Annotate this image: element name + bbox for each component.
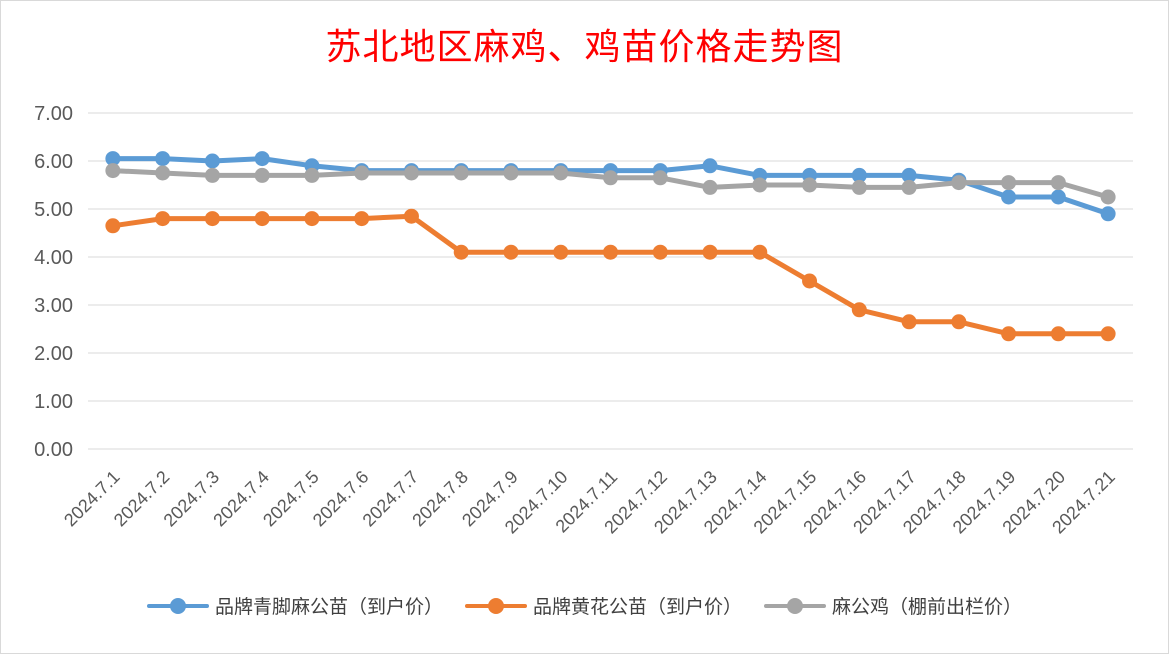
data-point	[752, 177, 768, 193]
data-point	[652, 170, 668, 186]
data-point	[652, 244, 668, 260]
data-point	[1100, 206, 1116, 222]
legend: 品牌青脚麻公苗（到户价） 品牌黄花公苗（到户价） 麻公鸡（棚前出栏价）	[0, 592, 1169, 619]
data-point	[155, 151, 171, 167]
legend-label: 品牌青脚麻公苗（到户价）	[214, 596, 443, 618]
data-point	[403, 208, 419, 224]
data-point	[453, 244, 469, 260]
legend-item-qingjiao[interactable]: 品牌青脚麻公苗（到户价）	[146, 592, 443, 619]
data-point	[155, 211, 171, 227]
y-tick-label: 0.00	[34, 439, 73, 461]
data-point	[901, 179, 917, 195]
data-point	[204, 211, 220, 227]
data-point	[702, 179, 718, 195]
data-point	[901, 314, 917, 330]
data-point	[951, 314, 967, 330]
data-point	[851, 302, 867, 318]
data-point	[204, 153, 220, 169]
data-point	[603, 244, 618, 260]
legend-item-magongji[interactable]: 麻公鸡（棚前出栏价）	[764, 592, 1022, 619]
data-point	[1001, 175, 1017, 191]
y-tick-label: 5.00	[34, 199, 73, 221]
data-point	[802, 273, 818, 289]
data-point	[1100, 326, 1116, 342]
data-point	[1050, 175, 1066, 191]
series-1	[105, 208, 1116, 342]
legend-label: 麻公鸡（棚前出栏价）	[832, 596, 1023, 618]
y-tick-label: 4.00	[34, 247, 73, 269]
series-layer	[105, 151, 1116, 342]
data-point	[304, 211, 320, 227]
data-point	[155, 165, 171, 181]
y-tick-label: 3.00	[34, 295, 73, 317]
data-point	[1050, 189, 1066, 205]
data-point	[702, 244, 718, 260]
series-2	[105, 163, 1116, 205]
data-point	[503, 165, 519, 181]
legend-item-huanghua[interactable]: 品牌黄花公苗（到户价）	[464, 592, 742, 619]
y-tick-label: 6.00	[34, 151, 73, 173]
data-point	[802, 177, 818, 193]
data-point	[851, 167, 867, 183]
data-point	[1001, 326, 1017, 342]
data-point	[105, 163, 121, 179]
data-point	[553, 244, 569, 260]
data-point	[453, 165, 469, 181]
data-point	[304, 167, 320, 183]
data-point	[603, 170, 618, 186]
data-point	[254, 151, 270, 167]
data-point	[354, 211, 370, 227]
data-point	[901, 167, 917, 183]
legend-swatch-blue	[146, 596, 209, 616]
data-point	[1001, 189, 1017, 205]
y-tick-label: 7.00	[34, 103, 73, 125]
data-point	[1100, 189, 1116, 205]
data-point	[254, 211, 270, 227]
y-tick-label: 2.00	[34, 343, 73, 365]
data-point	[1050, 326, 1066, 342]
data-point	[553, 165, 569, 181]
data-point	[752, 244, 768, 260]
data-point	[503, 244, 519, 260]
legend-label: 品牌黄花公苗（到户价）	[532, 596, 742, 618]
y-tick-label: 1.00	[34, 391, 73, 413]
data-point	[204, 167, 220, 183]
data-point	[951, 175, 967, 191]
data-point	[403, 165, 419, 181]
legend-swatch-gray	[764, 596, 826, 616]
data-point	[354, 165, 370, 181]
y-axis-ticks: 0.00 1.00 2.00 3.00 4.00 5.00 6.00 7.00	[34, 103, 73, 461]
data-point	[105, 151, 121, 167]
x-axis-ticks: 2024.7.12024.7.22024.7.32024.7.42024.7.5…	[60, 467, 1119, 538]
legend-swatch-orange	[464, 596, 527, 616]
data-point	[702, 158, 718, 174]
data-point	[105, 218, 121, 234]
data-point	[254, 167, 270, 183]
chart-title: 苏北地区麻鸡、鸡苗价格走势图	[325, 27, 844, 68]
data-point	[851, 179, 867, 195]
